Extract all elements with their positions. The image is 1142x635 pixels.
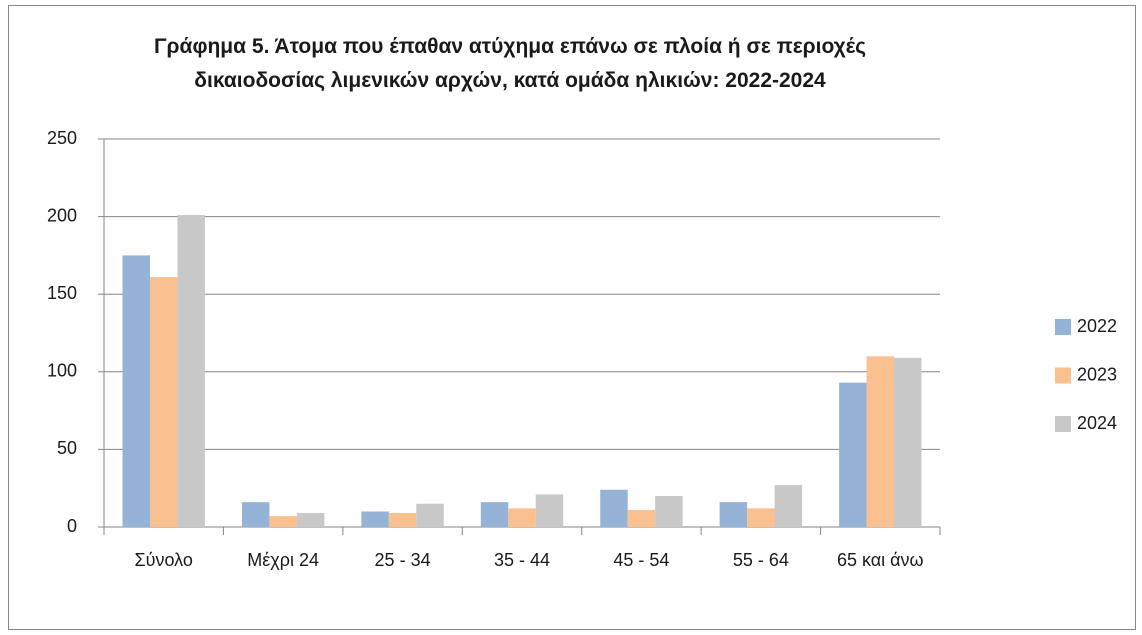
bar [241,502,270,527]
bar [600,489,628,527]
bar [388,513,417,527]
x-tick-label: 45 - 54 [613,550,669,570]
bar [839,382,867,527]
bar [535,494,564,527]
bar [122,255,150,527]
bar [655,495,683,527]
y-tick-label: 50 [57,438,77,458]
bar [296,513,325,527]
legend-swatch [1055,319,1071,335]
y-tick-label: 150 [47,283,77,303]
bar [269,516,297,527]
bar [719,502,748,527]
x-tick-label: Σύνολο [135,550,193,570]
y-tick-label: 200 [47,205,77,225]
bar [774,485,803,527]
bar [894,357,922,527]
y-tick-label: 250 [47,128,77,148]
legend-label: 2022 [1077,316,1117,336]
legend-swatch [1055,416,1071,432]
bar [627,509,656,527]
bar [508,508,536,527]
legend-swatch [1055,367,1071,384]
bar [361,511,389,527]
bar [416,503,444,527]
legend-label: 2023 [1077,364,1117,384]
bar [480,502,509,527]
y-tick-label: 0 [67,516,77,536]
bar [177,215,205,527]
x-tick-label: 35 - 44 [494,550,550,570]
x-tick-label: 55 - 64 [733,550,789,570]
x-tick-label: 25 - 34 [375,550,431,570]
bar [747,508,775,527]
bar [149,277,178,527]
bar [866,356,895,527]
x-tick-label: Μέχρι 24 [247,550,319,570]
x-tick-label: 65 και άνω [837,550,924,570]
y-tick-label: 100 [47,361,77,381]
chart-title: Γράφημα 5. Άτομα που έπαθαν ατύχημα επάν… [153,35,867,92]
legend-label: 2024 [1077,413,1117,433]
